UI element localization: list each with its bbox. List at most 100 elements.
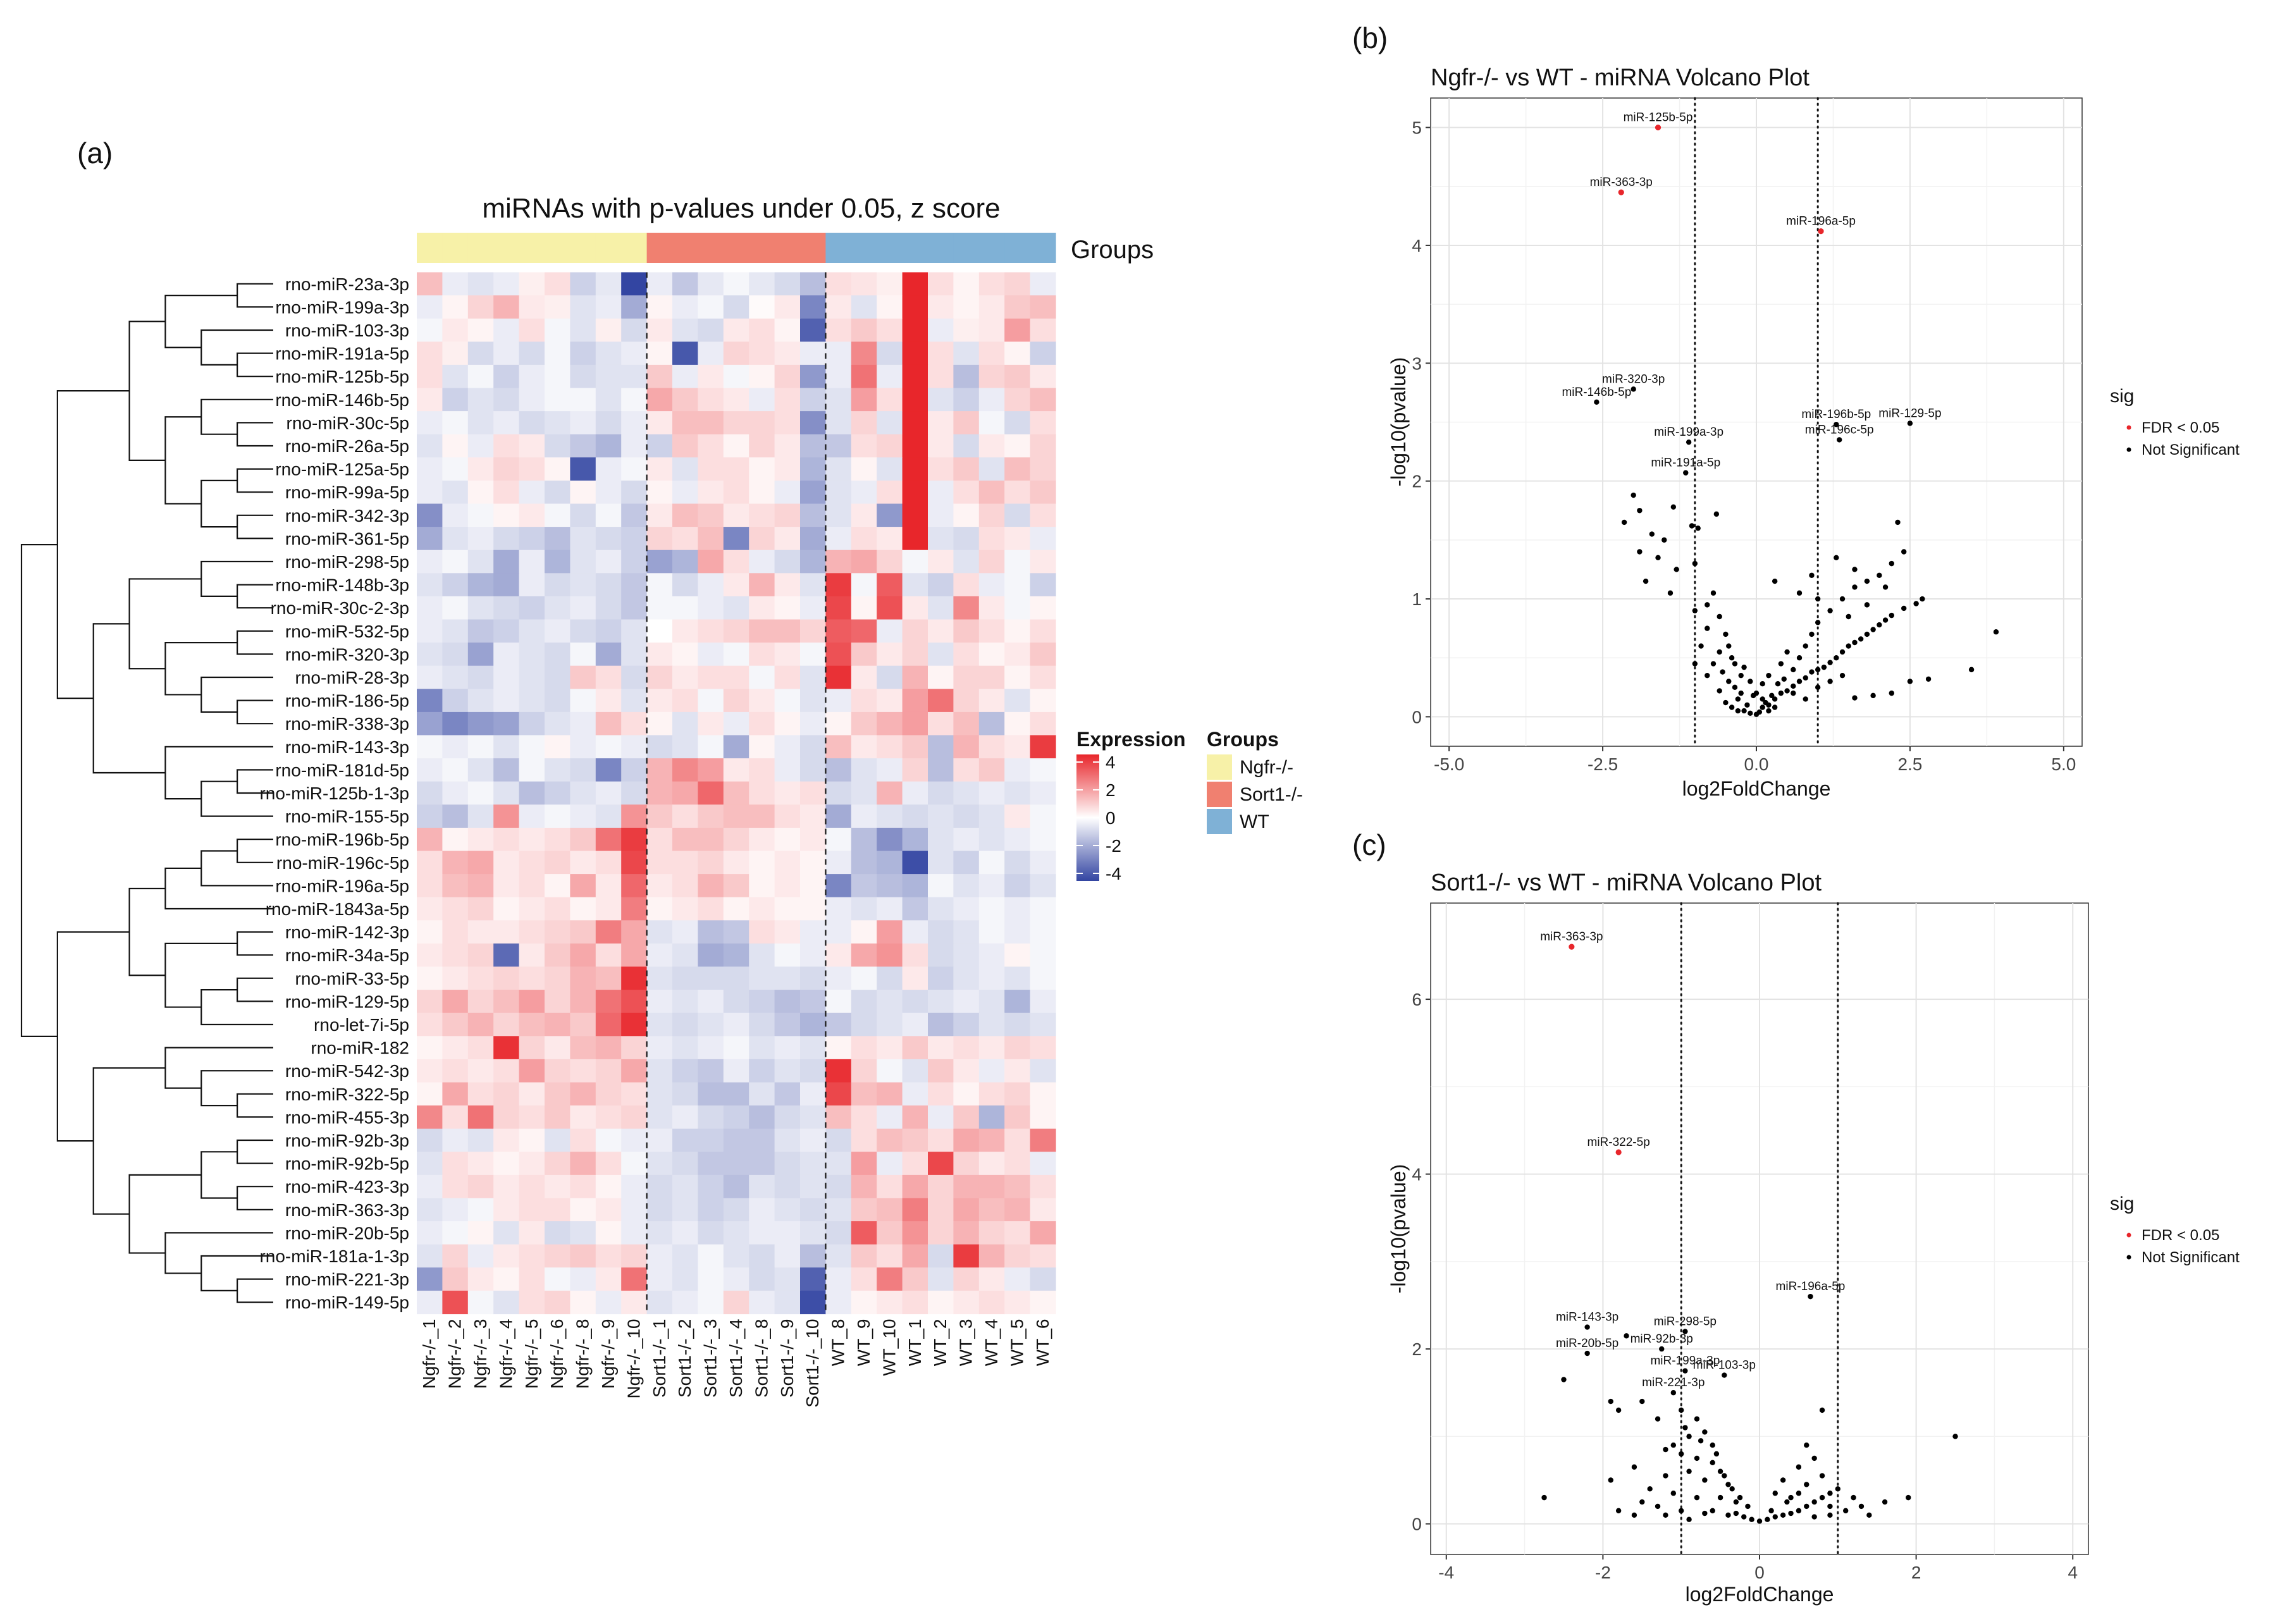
heatmap-column-label: Ngfr-/-_5 — [522, 1319, 541, 1389]
not-significant-point — [1952, 1434, 1958, 1439]
heatmap-cell — [519, 434, 545, 458]
group-bar-cell — [800, 233, 826, 263]
heatmap-cell — [595, 1128, 622, 1152]
heatmap-cell — [493, 1152, 520, 1176]
heatmap-cell — [646, 388, 673, 412]
heatmap-cell — [467, 434, 494, 458]
heatmap-cell — [545, 388, 570, 412]
dendrogram-branch — [164, 942, 238, 1008]
heatmap-cell — [595, 1059, 622, 1083]
heatmap-cell — [621, 1082, 648, 1106]
heatmap-cell — [570, 1082, 596, 1106]
dendrogram-branch — [237, 977, 273, 1002]
heatmap-cell — [519, 550, 545, 574]
heatmap-cell — [545, 1128, 570, 1152]
heatmap-cell — [774, 550, 801, 574]
not-significant-point — [1702, 1510, 1708, 1516]
heatmap-cell — [467, 341, 494, 366]
heatmap-cell — [800, 1105, 826, 1129]
not-significant-point — [1647, 1486, 1653, 1492]
heatmap-cell — [749, 1036, 775, 1060]
heatmap-cell — [800, 920, 826, 944]
not-significant-point — [1835, 1486, 1841, 1492]
heatmap-cell — [519, 295, 545, 319]
not-significant-point — [1846, 613, 1851, 620]
heatmap-cell — [851, 411, 877, 435]
heatmap-cell — [825, 1152, 852, 1176]
heatmap-cell — [519, 411, 545, 435]
heatmap-cell — [545, 1082, 570, 1106]
heatmap-cell — [646, 711, 673, 736]
heatmap-cell — [978, 619, 1005, 643]
heatmap-cell — [519, 573, 545, 597]
x-tick-label: 0 — [1754, 1563, 1765, 1582]
heatmap-cell — [698, 781, 724, 805]
heatmap-cell — [877, 711, 903, 736]
heatmap-row-label: rno-miR-30c-5p — [287, 413, 410, 433]
heatmap-cell — [570, 781, 596, 805]
heatmap-cell — [493, 781, 520, 805]
heatmap-cell — [902, 735, 928, 759]
heatmap-cell — [595, 550, 622, 574]
not-significant-point — [1637, 549, 1643, 555]
heatmap-cell — [800, 527, 826, 551]
point-label: miR-196b-5p — [1801, 408, 1871, 421]
heatmap-cell — [851, 573, 877, 597]
heatmap-cell — [621, 1059, 648, 1083]
heatmap-cell — [928, 1105, 954, 1129]
not-significant-point — [1692, 661, 1698, 667]
not-significant-point — [1791, 690, 1796, 696]
heatmap-cell — [672, 1198, 698, 1222]
heatmap-cell — [417, 643, 443, 667]
heatmap-cell — [749, 943, 775, 968]
heatmap-cell — [800, 665, 826, 689]
heatmap-cell — [646, 1012, 673, 1037]
heatmap-cell — [1030, 990, 1056, 1014]
heatmap-cell — [545, 1198, 570, 1222]
heatmap-row-label: rno-miR-125b-5p — [275, 367, 409, 386]
heatmap-cell — [570, 1174, 596, 1199]
heatmap-cell — [595, 295, 622, 319]
heatmap-cell — [417, 1174, 443, 1199]
heatmap-cell — [698, 851, 724, 875]
heatmap-cell — [417, 1290, 443, 1315]
heatmap-cell — [442, 341, 469, 366]
heatmap-cell — [851, 295, 877, 319]
heatmap-cell — [800, 596, 826, 620]
heatmap-column-label: Ngfr-/-_2 — [445, 1319, 465, 1389]
heatmap-cell — [902, 1152, 928, 1176]
heatmap-cell — [928, 619, 954, 643]
point-label: miR-363-3p — [1590, 176, 1653, 189]
heatmap-cell — [595, 643, 622, 667]
heatmap-cell — [1030, 457, 1056, 481]
heatmap-cell — [978, 480, 1005, 505]
heatmap-cell — [672, 966, 698, 990]
not-significant-point — [1889, 612, 1894, 618]
heatmap-row-label: rno-miR-320-3p — [285, 644, 409, 664]
heatmap-cell — [978, 1290, 1005, 1315]
heatmap-cell — [825, 1012, 852, 1037]
heatmap-cell — [1004, 388, 1031, 412]
heatmap-column-label: WT_3 — [956, 1319, 976, 1367]
heatmap-cell — [978, 851, 1005, 875]
heatmap-cell — [774, 341, 801, 366]
heatmap-cell — [1004, 943, 1031, 968]
heatmap-cell — [1004, 920, 1031, 944]
labeled-point — [1631, 386, 1636, 392]
heatmap-cell — [825, 318, 852, 342]
heatmap-column-label: Ngfr-/-_6 — [547, 1319, 567, 1389]
heatmap-column-labels: Ngfr-/-_1 Ngfr-/-_2 Ngfr-/-_3 Ngfr-/-_4 Ngfr… — [419, 1319, 1052, 1408]
heatmap-cell — [1004, 295, 1031, 319]
heatmap-cell — [467, 364, 494, 389]
heatmap-cell — [519, 503, 545, 527]
heatmap-cell — [978, 1221, 1005, 1245]
heatmap-cell — [953, 1105, 980, 1129]
not-significant-point — [1756, 1518, 1763, 1524]
not-significant-point — [1803, 675, 1808, 681]
heatmap-cell — [877, 364, 903, 389]
heatmap-cell — [774, 711, 801, 736]
dendrogram-branch — [200, 1070, 273, 1107]
not-significant-point — [1852, 584, 1858, 590]
heatmap-cell — [978, 1244, 1005, 1268]
heatmap-cell — [953, 318, 980, 342]
